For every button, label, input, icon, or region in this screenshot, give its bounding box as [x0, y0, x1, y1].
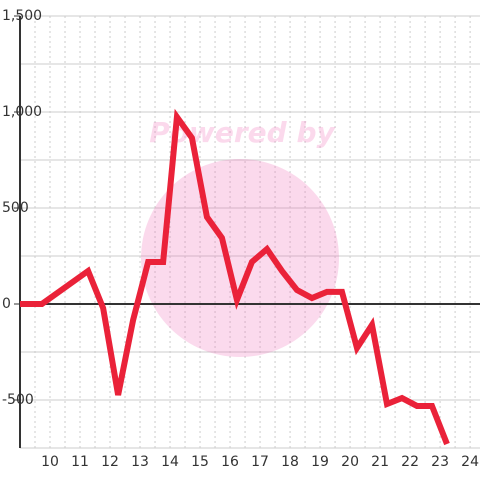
x-tick-label: 13 [131, 454, 149, 470]
x-tick-label: 19 [311, 454, 329, 470]
y-tick-label: 500 [2, 200, 29, 216]
y-tick-label: 0 [2, 296, 11, 312]
x-tick-label: 12 [101, 454, 119, 470]
x-tick-label: 22 [401, 454, 419, 470]
x-tick-label: 14 [161, 454, 179, 470]
x-tick-label: 18 [281, 454, 299, 470]
y-tick-label: 1,500 [2, 8, 42, 24]
watermark: Powered by [141, 116, 339, 357]
x-tick-label: 15 [191, 454, 209, 470]
y-tick-label: 1,000 [2, 104, 42, 120]
watermark-logo [141, 159, 339, 357]
x-tick-label: 17 [251, 454, 269, 470]
grid [20, 15, 480, 449]
x-tick-label: 11 [71, 454, 89, 470]
x-tick-label: 20 [341, 454, 359, 470]
line [20, 108, 450, 446]
x-tick-label: 24 [461, 454, 479, 470]
x-tick-label: 23 [431, 454, 449, 470]
x-tick-label: 16 [221, 454, 239, 470]
x-tick-label: 10 [41, 454, 59, 470]
y-tick-label: -500 [2, 392, 34, 408]
x-tick-label: 21 [371, 454, 389, 470]
